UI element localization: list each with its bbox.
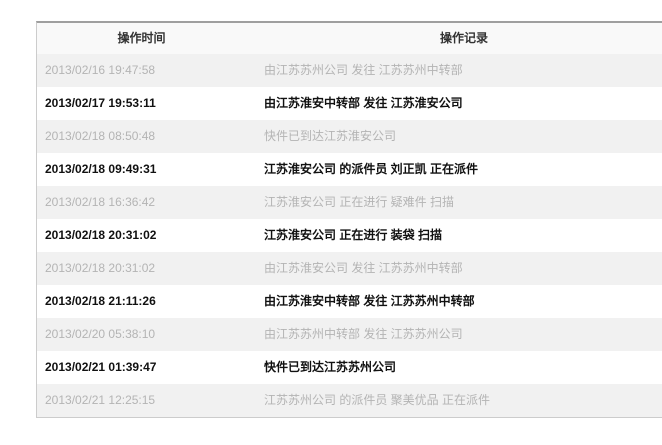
table-row: 2013/02/17 19:53:11 由江苏淮安中转部 发往 江苏淮安公司 — [37, 87, 662, 120]
table-row: 2013/02/16 19:47:58 由江苏苏州公司 发往 江苏苏州中转部 — [37, 54, 662, 87]
operation-record-cell: 由江苏淮安中转部 发往 江苏苏州中转部 — [264, 294, 475, 308]
operation-time-cell: 2013/02/18 21:11:26 — [45, 294, 156, 308]
operation-record-cell: 由江苏苏州公司 发往 江苏苏州中转部 — [264, 63, 463, 77]
operation-record-cell: 江苏淮安公司 正在进行 疑难件 扫描 — [264, 195, 455, 209]
operation-time-cell: 2013/02/18 08:50:48 — [45, 129, 156, 143]
operation-record-cell: 江苏淮安公司 正在进行 装袋 扫描 — [264, 228, 443, 242]
operation-time-cell: 2013/02/18 09:49:31 — [45, 162, 157, 176]
table-row: 2013/02/20 05:38:10 由江苏苏州中转部 发往 江苏苏州公司 — [37, 318, 662, 351]
operation-time-cell: 2013/02/21 12:25:15 — [45, 393, 156, 407]
table-row: 2013/02/18 20:31:02 由江苏淮安公司 发往 江苏苏州中转部 — [37, 252, 662, 285]
table-row: 2013/02/21 01:39:47 快件已到达江苏苏州公司 — [37, 351, 662, 384]
operation-time-cell: 2013/02/16 19:47:58 — [45, 63, 156, 77]
operation-record-cell: 江苏苏州公司 的派件员 聚美优品 正在派件 — [264, 393, 491, 407]
operation-time-cell: 2013/02/18 16:36:42 — [45, 195, 156, 209]
table-row: 2013/02/18 09:49:31 江苏淮安公司 的派件员 刘正凯 正在派件 — [37, 153, 662, 186]
tracking-table: 操作时间 操作记录 2013/02/16 19:47:58 由江苏苏州公司 发往… — [36, 21, 662, 418]
operation-record-cell: 由江苏淮安中转部 发往 江苏淮安公司 — [264, 96, 463, 110]
column-header-operation-time: 操作时间 — [117, 31, 166, 45]
operation-record-cell: 快件已到达江苏苏州公司 — [264, 360, 397, 374]
table-header-row: 操作时间 操作记录 — [37, 23, 662, 54]
table-row: 2013/02/18 08:50:48 快件已到达江苏淮安公司 — [37, 120, 662, 153]
table-body: 2013/02/16 19:47:58 由江苏苏州公司 发往 江苏苏州中转部 2… — [37, 54, 662, 417]
operation-time-cell: 2013/02/18 20:31:02 — [45, 228, 157, 242]
table-row: 2013/02/18 16:36:42 江苏淮安公司 正在进行 疑难件 扫描 — [37, 186, 662, 219]
column-header-operation-record: 操作记录 — [439, 31, 488, 45]
operation-record-cell: 由江苏苏州中转部 发往 江苏苏州公司 — [264, 327, 463, 341]
operation-time-cell: 2013/02/21 01:39:47 — [45, 360, 157, 374]
operation-record-cell: 江苏淮安公司 的派件员 刘正凯 正在派件 — [264, 162, 479, 176]
operation-time-cell: 2013/02/20 05:38:10 — [45, 327, 156, 341]
table-row: 2013/02/18 20:31:02 江苏淮安公司 正在进行 装袋 扫描 — [37, 219, 662, 252]
operation-time-cell: 2013/02/18 20:31:02 — [45, 261, 156, 275]
operation-record-cell: 快件已到达江苏淮安公司 — [264, 129, 397, 143]
operation-time-cell: 2013/02/17 19:53:11 — [45, 96, 156, 110]
table-row: 2013/02/21 12:25:15 江苏苏州公司 的派件员 聚美优品 正在派… — [37, 384, 662, 417]
table-row: 2013/02/18 21:11:26 由江苏淮安中转部 发往 江苏苏州中转部 — [37, 285, 662, 318]
operation-record-cell: 由江苏淮安公司 发往 江苏苏州中转部 — [264, 261, 463, 275]
